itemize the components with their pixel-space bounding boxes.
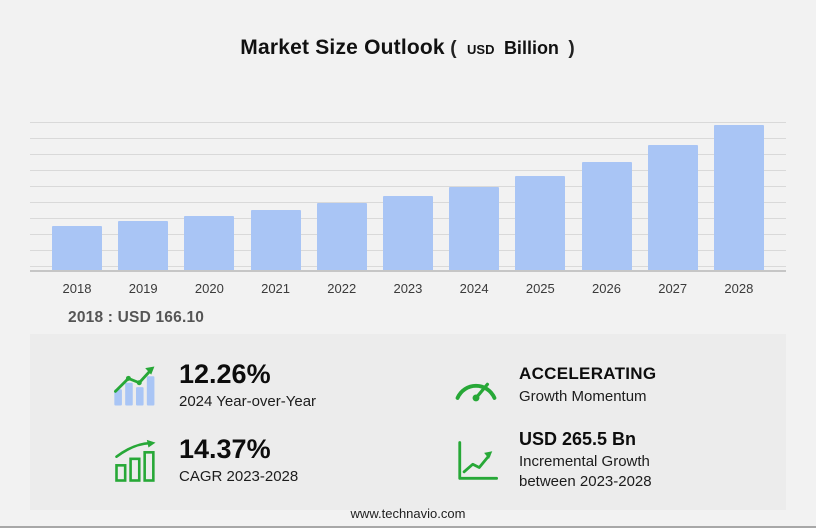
momentum-label: Growth Momentum [519,387,647,405]
stat-cagr-text: 14.37% CAGR 2023-2028 [179,433,299,487]
bar-2023 [382,195,433,270]
bar-2022 [316,203,367,270]
stat-incremental-text: USD 265.5 Bn Incremental Growth between … [519,428,652,492]
stat-cagr: 14.37% CAGR 2023-2028 [110,423,450,498]
cagr-label: CAGR 2023-2028 [179,467,299,485]
incremental-value: USD 265.5 Bn [519,428,637,449]
x-tick-2026: 2026 [592,281,621,296]
x-tick-2027: 2027 [658,281,688,296]
page-title: Market Size Outlook ( USD Billion ) [0,36,816,60]
speedometer-icon [450,360,502,412]
stat-incremental-growth: USD 265.5 Bn Incremental Growth between … [450,423,770,498]
incremental-label-line2: between 2023-2028 [519,472,652,490]
title-close-paren: ) [568,38,575,59]
yoy-label: 2024 Year-over-Year [179,392,317,410]
stat-momentum-text: ACCELERATING Growth Momentum [519,363,657,406]
bar-2025 [515,175,566,270]
axes-growth-arrow-icon [450,435,502,487]
bar-chart-rising-arrow-icon [110,360,162,412]
bar-2018 [52,225,102,270]
x-tick-2019: 2019 [128,281,158,296]
x-tick-2023: 2023 [393,281,423,296]
momentum-value: ACCELERATING [519,363,657,383]
x-tick-2024: 2024 [459,281,489,296]
bar-2020 [184,215,235,270]
bar-2021 [250,209,301,270]
yoy-value: 12.26% [179,358,271,389]
website-url: www.technavio.com [350,506,466,521]
title-main: Market Size Outlook [240,36,445,59]
x-tick-2022: 2022 [327,281,357,296]
first-year-value-note: 2018 : USD 166.10 [68,309,205,326]
chart-plot-area [30,122,786,272]
stat-yoy-text: 12.26% 2024 Year-over-Year [179,358,317,412]
x-tick-2018: 2018 [62,281,92,296]
stat-growth-momentum: ACCELERATING Growth Momentum [450,348,770,423]
x-axis-labels: 2018 2019 2020 2021 2022 2023 2024 2025 2026 2027… [30,281,786,296]
bar-2028 [713,124,764,270]
bar-2027 [647,144,698,270]
x-tick-2021: 2021 [261,281,291,296]
title-unit: Billion [503,38,559,58]
bars [30,122,786,270]
stat-yoy-growth: 12.26% 2024 Year-over-Year [110,348,450,423]
bottom-edge-divider [0,526,816,528]
x-tick-2020: 2020 [194,281,224,296]
x-tick-2028: 2028 [724,281,754,296]
cagr-value: 14.37% [179,433,271,464]
bar-2024 [449,186,500,270]
market-size-bar-chart: 2018 2019 2020 2021 2022 2023 2024 2025 2026 2027… [30,122,786,296]
bar-2019 [118,220,169,270]
bar-2026 [581,161,632,270]
title-open-paren: ( [450,38,457,59]
stats-panel: 12.26% 2024 Year-over-Year ACCELERATING … [30,334,786,510]
incremental-label-line1: Incremental Growth [519,453,650,471]
x-tick-2025: 2025 [525,281,555,296]
outlined-bars-arrow-icon [110,435,162,487]
title-currency: USD [467,42,495,57]
